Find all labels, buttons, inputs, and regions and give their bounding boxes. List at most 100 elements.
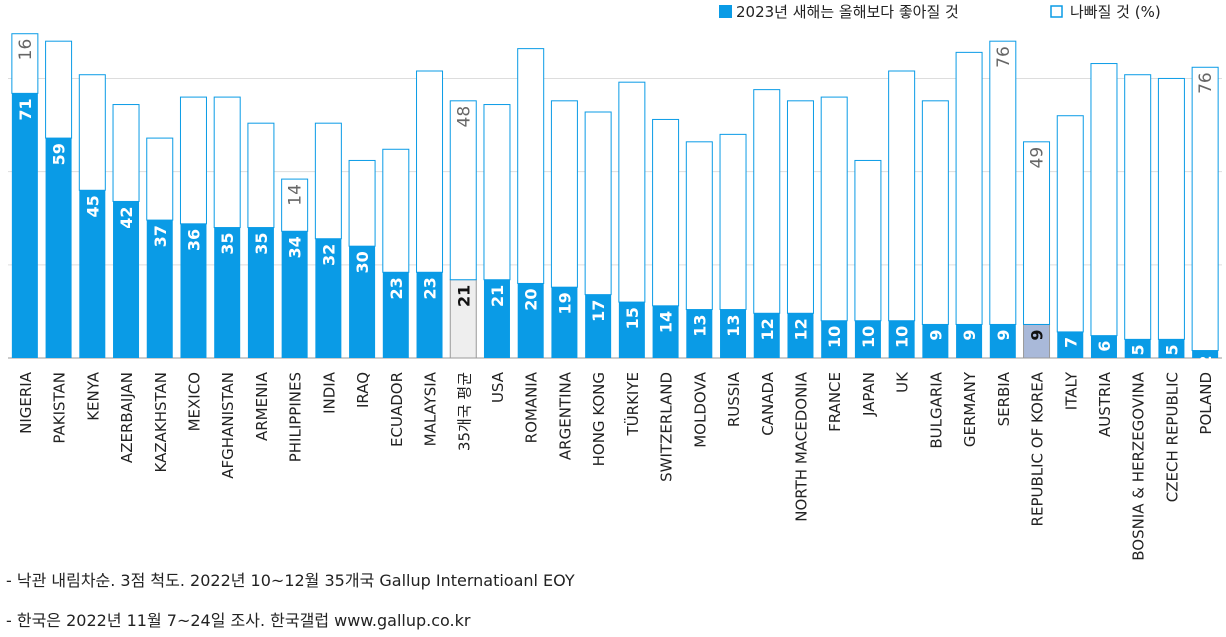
bar-segment [551,287,578,358]
value-label: 9 [960,329,979,340]
x-tick-label: NIGERIA [17,371,35,434]
value-label: 49 [1028,147,1048,169]
bar-segment [517,283,544,358]
value-label: 9 [994,329,1013,340]
x-tick-label: HONG KONG [590,372,608,466]
bar-segment [720,309,747,358]
bar-segment [382,148,410,273]
legend-label: 나빠질 것 (%) [1070,3,1161,21]
x-tick-label: ROMANIA [523,371,541,443]
x-tick-label: IRAQ [354,372,372,408]
legend-swatch [719,5,732,18]
bar-segment [483,104,511,281]
value-label: 37 [151,225,170,247]
x-tick-label: ARMENIA [253,371,271,441]
bar-segment [348,159,376,247]
bar-segment [1191,66,1219,352]
bar-segment [550,100,578,288]
bar-segment [179,96,207,225]
note: - 한국은 2022년 11월 7~24일 조사. 한국갤럽 www.gallu… [6,611,471,630]
bar-segment [1023,141,1051,325]
value-label: 5 [1129,344,1148,355]
x-tick-label: MEXICO [185,372,203,431]
bar-segment [922,324,949,358]
value-label: 21 [488,285,507,307]
bar-segment [517,48,545,284]
value-label: 42 [117,206,136,228]
bar-segment [281,178,309,232]
bar-segment [585,294,612,358]
value-label: 71 [16,98,35,120]
value-label: 16 [16,39,36,61]
bar-segment [719,133,747,311]
bar-segment [820,96,848,322]
bar-segment [821,320,848,358]
value-label: 48 [454,106,474,128]
bar-segment [45,138,72,358]
x-tick-label: MOLDOVA [691,371,709,448]
value-label: 7 [1061,337,1080,348]
bar-segment [247,227,274,358]
value-label: 5 [1162,344,1181,355]
x-tick-label: JAPAN [860,372,878,417]
bar-segment [1056,115,1084,333]
x-tick-label: ARGENTINA [556,371,574,460]
note: - 낙관 내림차순. 3점 척도. 2022년 10~12월 35개국 Gall… [6,571,575,590]
x-tick-label: SWITZERLAND [658,372,676,482]
bar-segment [786,100,814,314]
bar-segment [213,96,241,229]
bar-segment [214,227,241,358]
bar-segment [247,122,275,229]
value-label: 59 [50,143,69,165]
value-label: 2 [1196,356,1215,367]
bar-segment [382,272,409,358]
bar-segment [1057,331,1084,358]
value-label: 10 [825,326,844,348]
bar-segment [1192,350,1219,358]
bar-segment [146,137,174,221]
x-tick-label: REPUBLIC OF KOREA [1029,371,1047,526]
bar-segment [449,100,477,281]
bar-segment [618,302,645,358]
x-tick-label: USA [489,371,507,403]
x-tick-label: BOSNIA & HERZEGOVINA [1130,371,1148,560]
bar-segment [315,238,342,358]
bar-segment [652,118,680,307]
value-label: 35 [218,233,237,255]
value-label: 14 [286,184,306,206]
bar-segment [753,313,780,358]
legend-swatch [1050,5,1063,18]
bar-segment [854,320,881,358]
bar-segment [113,201,140,358]
x-tick-label: TÜRKIYE [623,372,642,436]
bar-segment [45,40,73,139]
bar-segment [652,305,679,358]
x-tick-label: AUSTRIA [1096,371,1114,437]
bar-segment [685,141,713,311]
x-tick-label: KENYA [84,371,102,421]
bar-segment [112,104,140,202]
x-tick-label: GERMANY [961,371,979,447]
bar-segment [314,122,342,240]
value-label: 12 [758,318,777,340]
value-label: 36 [184,229,203,251]
x-tick-label: SERBIA [995,371,1013,426]
value-label: 14 [657,311,676,333]
bar-segment [1090,335,1117,358]
bar-segment [955,51,983,325]
bar-segment [989,40,1017,325]
value-label: 20 [522,288,541,310]
x-tick-label: ECUADOR [388,372,406,447]
value-label: 10 [893,326,912,348]
value-label: 32 [319,244,338,266]
bar-segment [1124,74,1152,340]
bar-segment [1090,63,1118,337]
value-label: 10 [859,326,878,348]
value-label: 12 [791,318,810,340]
bar-segment [1124,339,1151,358]
x-tick-label: AZERBAIJAN [118,372,136,463]
x-tick-label: CZECH REPUBLIC [1163,372,1181,502]
bar-segment [11,33,39,94]
value-label: 13 [690,315,709,337]
